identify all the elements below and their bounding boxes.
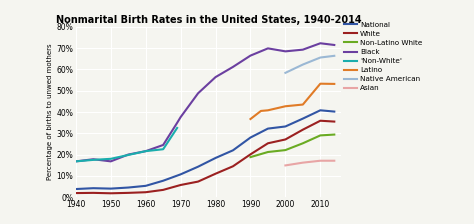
Latino — [265, 109, 271, 112]
National — [318, 109, 323, 112]
White — [160, 189, 166, 191]
White — [230, 165, 236, 168]
Black — [318, 42, 323, 45]
White — [108, 192, 114, 195]
White — [247, 153, 253, 156]
National — [247, 136, 253, 139]
'Non-White' — [160, 148, 166, 151]
Non-Latino White — [247, 156, 253, 158]
'Non-White' — [126, 154, 131, 156]
Asian — [300, 161, 306, 164]
Non-Latino White — [300, 142, 306, 145]
Latino — [247, 118, 253, 120]
Asian — [331, 159, 337, 162]
National — [300, 117, 306, 120]
Legend: National, White, Non-Latino White, Black, 'Non-White', Latino, Native American, : National, White, Non-Latino White, Black… — [344, 22, 422, 91]
White — [213, 172, 219, 175]
Line: 'Non-White': 'Non-White' — [76, 128, 177, 161]
Line: Non-Latino White: Non-Latino White — [250, 135, 334, 157]
Black — [195, 92, 201, 95]
Latino — [283, 105, 288, 108]
Black — [265, 47, 271, 50]
Black — [230, 66, 236, 68]
National — [265, 127, 271, 130]
Black — [331, 44, 337, 46]
Black — [178, 116, 183, 118]
'Non-White' — [108, 157, 114, 160]
Black — [73, 160, 79, 163]
Black — [143, 150, 148, 153]
Black — [91, 158, 96, 161]
'Non-White' — [143, 150, 148, 153]
White — [91, 192, 96, 194]
Title: Nonmarital Birth Rates in the United States, 1940-2014: Nonmarital Birth Rates in the United Sta… — [56, 15, 361, 25]
Black — [300, 48, 306, 51]
White — [73, 192, 79, 194]
National — [213, 157, 219, 159]
Black — [247, 54, 253, 57]
National — [91, 187, 96, 190]
National — [160, 179, 166, 182]
Black — [126, 153, 131, 156]
White — [265, 142, 271, 145]
National — [143, 185, 148, 187]
Line: White: White — [76, 121, 334, 193]
Line: Asian: Asian — [285, 161, 334, 165]
Black — [213, 76, 219, 78]
White — [195, 180, 201, 183]
National — [283, 125, 288, 128]
National — [126, 186, 131, 189]
Native American — [300, 63, 306, 66]
Line: Latino: Latino — [250, 84, 334, 119]
Y-axis label: Percentage of births to unwed mothers: Percentage of births to unwed mothers — [47, 44, 54, 180]
'Non-White' — [174, 127, 180, 129]
Line: National: National — [76, 110, 334, 189]
White — [318, 119, 323, 122]
Black — [160, 144, 166, 146]
Native American — [283, 71, 288, 74]
National — [108, 187, 114, 190]
White — [178, 184, 183, 186]
White — [143, 191, 148, 194]
White — [283, 138, 288, 141]
National — [195, 165, 201, 168]
White — [331, 120, 337, 123]
Native American — [331, 54, 337, 57]
Asian — [318, 159, 323, 162]
Latino — [258, 110, 264, 112]
Black — [108, 160, 114, 163]
Line: Black: Black — [76, 43, 334, 161]
Asian — [283, 164, 288, 167]
Black — [283, 50, 288, 53]
Latino — [300, 103, 306, 106]
Non-Latino White — [283, 149, 288, 151]
National — [178, 173, 183, 176]
Native American — [318, 56, 323, 59]
Non-Latino White — [265, 151, 271, 153]
Black — [174, 121, 180, 124]
Non-Latino White — [331, 133, 337, 136]
Latino — [318, 82, 323, 85]
'Non-White' — [73, 160, 79, 163]
National — [230, 149, 236, 152]
Line: Native American: Native American — [285, 56, 334, 73]
'Non-White' — [91, 159, 96, 161]
White — [126, 192, 131, 194]
Non-Latino White — [318, 134, 323, 137]
Latino — [331, 83, 337, 85]
White — [300, 128, 306, 131]
National — [73, 188, 79, 190]
National — [331, 110, 337, 113]
